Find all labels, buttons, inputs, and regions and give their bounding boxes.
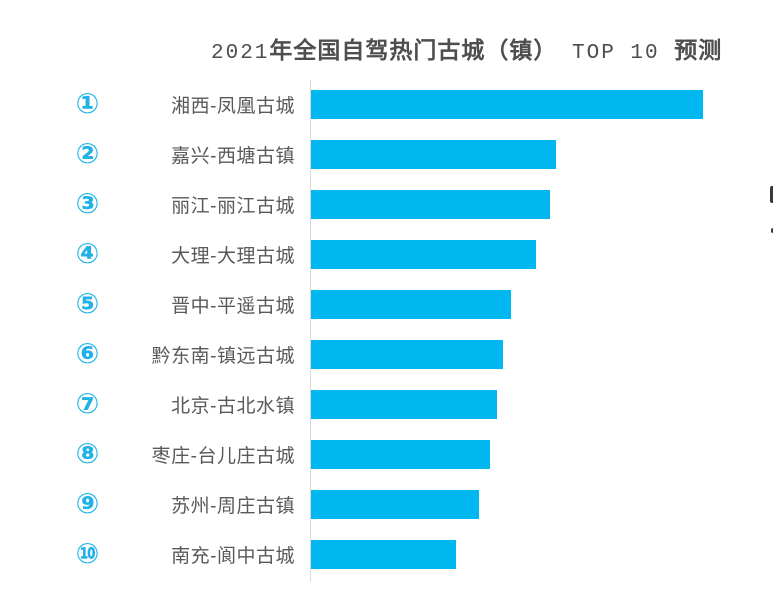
bar	[311, 289, 511, 319]
bar-track	[311, 189, 773, 219]
table-row: ⑨ 苏州-周庄古镇	[0, 479, 773, 529]
rank-badge-6: ⑥	[75, 337, 100, 370]
category-label: 枣庄-台儿庄古城	[151, 445, 295, 467]
bar-track	[311, 389, 773, 419]
rank-badge-7: ⑦	[75, 387, 100, 420]
category-label: 苏州-周庄古镇	[171, 495, 295, 517]
rank-cell: ①	[60, 90, 115, 118]
clipped-glyph-fragment	[770, 186, 773, 203]
bar	[311, 539, 456, 569]
rank-badge-5: ⑤	[75, 287, 100, 320]
category-label: 黔东南-镇远古城	[151, 345, 295, 367]
ranking-list: ① 湘西-凤凰古城 ② 嘉兴-西塘古镇 ③ 丽江-丽江古城 ④ 大理-大理古城 …	[0, 79, 773, 579]
bar	[311, 89, 703, 119]
rank-cell: ④	[60, 240, 115, 268]
chart-title: 2021年全国自驾热门古城（镇） TOP 10 预测	[211, 31, 722, 65]
chart-title-cn1: 年全国自驾热门古城（镇）	[269, 37, 558, 63]
table-row: ④ 大理-大理古城	[0, 229, 773, 279]
category-label: 南充-阆中古城	[171, 545, 295, 567]
rank-cell: ⑦	[60, 390, 115, 418]
table-row: ③ 丽江-丽江古城	[0, 179, 773, 229]
bar	[311, 239, 536, 269]
rank-badge-10: ⑩	[75, 537, 100, 570]
clipped-glyph-fragment	[771, 228, 773, 233]
bar-track	[311, 539, 773, 569]
bar-track	[311, 339, 773, 369]
rank-badge-2: ②	[75, 137, 100, 170]
rank-badge-8: ⑧	[75, 437, 100, 470]
table-row: ⑩ 南充-阆中古城	[0, 529, 773, 579]
rank-cell: ⑩	[60, 540, 115, 568]
chart-title-year: 2021	[211, 42, 270, 65]
category-label: 嘉兴-西塘古镇	[171, 145, 295, 167]
table-row: ⑦ 北京-古北水镇	[0, 379, 773, 429]
category-label: 晋中-平遥古城	[171, 295, 295, 317]
rank-badge-3: ③	[75, 187, 100, 220]
bar-track	[311, 239, 773, 269]
bar	[311, 139, 556, 169]
category-label: 丽江-丽江古城	[171, 195, 295, 217]
table-row: ⑥ 黔东南-镇远古城	[0, 329, 773, 379]
bar-track	[311, 289, 773, 319]
chart-title-cn2: 预测	[674, 37, 723, 63]
rank-cell: ⑨	[60, 490, 115, 518]
chart-title-latin: TOP 10	[557, 42, 675, 65]
bar-track	[311, 489, 773, 519]
rank-badge-1: ①	[75, 87, 100, 120]
bar	[311, 489, 479, 519]
rank-badge-9: ⑨	[75, 487, 100, 520]
rank-cell: ⑤	[60, 290, 115, 318]
category-label: 大理-大理古城	[171, 245, 295, 267]
table-row: ⑤ 晋中-平遥古城	[0, 279, 773, 329]
rank-cell: ⑥	[60, 340, 115, 368]
table-row: ⑧ 枣庄-台儿庄古城	[0, 429, 773, 479]
bar	[311, 339, 503, 369]
category-label: 湘西-凤凰古城	[171, 95, 295, 117]
bar	[311, 439, 490, 469]
bar-track	[311, 89, 773, 119]
axis-baseline	[310, 80, 311, 582]
bar	[311, 389, 497, 419]
rank-cell: ⑧	[60, 440, 115, 468]
bar-track	[311, 139, 773, 169]
rank-cell: ③	[60, 190, 115, 218]
table-row: ① 湘西-凤凰古城	[0, 79, 773, 129]
category-label: 北京-古北水镇	[171, 395, 295, 417]
bar	[311, 189, 550, 219]
rank-badge-4: ④	[75, 237, 100, 270]
table-row: ② 嘉兴-西塘古镇	[0, 129, 773, 179]
rank-cell: ②	[60, 140, 115, 168]
bar-track	[311, 439, 773, 469]
